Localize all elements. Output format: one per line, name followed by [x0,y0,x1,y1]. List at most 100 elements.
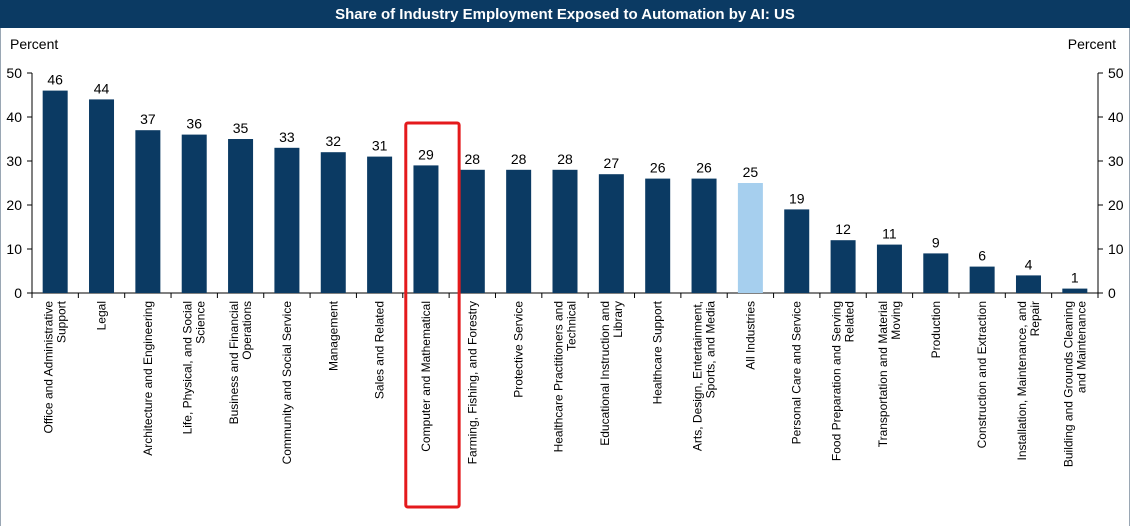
bar [181,134,207,293]
data-label: 28 [557,151,573,167]
y-tick-label-left: 10 [6,241,22,257]
category-label-line: Healthcare Practitioners and [552,301,566,452]
data-label: 36 [186,116,202,132]
category-label: Farming, Fishing, and Forestry [465,301,479,464]
data-label: 26 [696,160,712,176]
category-label: Healthcare Practitioners andTechnical [552,301,579,452]
data-label: 35 [233,120,249,136]
frame-left-border [0,28,1,526]
y-tick-label-right: 10 [1108,241,1124,257]
category-label: Arts, Design, Entertainment,Sports, and … [691,301,718,451]
category-label: Business and FinancialOperations [227,301,254,424]
category-label: Transportation and MaterialMoving [876,301,903,447]
category-label-line: All Industries [743,301,757,370]
data-label: 46 [47,72,63,88]
category-label: Management [326,300,340,371]
category-label-line: Transportation and Material [876,301,890,447]
category-label-line: Support [55,300,69,343]
category-label-line: Production [929,301,943,358]
bar [784,209,810,293]
bar [876,244,902,293]
data-label: 32 [325,133,341,149]
bar [552,169,578,293]
y-tick-label-right: 30 [1108,153,1124,169]
category-label: Community and Social Service [280,301,294,465]
chart-title: Share of Industry Employment Exposed to … [0,0,1130,28]
category-label: Office and AdministrativeSupport [42,300,69,433]
category-label-line: Arts, Design, Entertainment, [691,301,705,451]
category-label: Educational Instruction andLibrary [598,301,625,446]
bar [135,130,161,293]
category-label-line: Protective Service [512,301,526,398]
category-label-line: Computer and Mathematical [419,301,433,452]
bar [320,152,346,293]
data-label: 6 [978,248,986,264]
category-label: Personal Care and Service [790,301,804,445]
bar [42,90,68,293]
category-label-line: Legal [95,301,109,330]
category-label-line: Architecture and Engineering [141,301,155,456]
data-label: 12 [835,221,851,237]
category-label-line: Farming, Fishing, and Forestry [465,301,479,464]
category-label-line: Office and Administrative [42,301,56,434]
bar [737,183,763,293]
category-label-line: and Maintenance [1074,301,1088,393]
category-label-line: Management [326,300,340,371]
category-label-line: Personal Care and Service [790,301,804,445]
y-tick-label-left: 30 [6,153,22,169]
category-label-line: Healthcare Support [651,300,665,404]
bar [413,165,439,293]
y-tick-label-right: 40 [1108,109,1124,125]
y-tick-label-left: 40 [6,109,22,125]
category-label: Production [929,301,943,358]
bar [830,240,856,293]
bar [367,156,393,293]
category-label: Healthcare Support [651,300,665,404]
y-tick-label-left: 50 [6,65,22,81]
category-label-line: Moving [889,301,903,340]
data-label: 29 [418,146,434,162]
bar [1062,288,1088,293]
category-label-line: Life, Physical, and Social [181,301,195,434]
category-label-line: Sales and Related [373,301,387,399]
data-label: 19 [789,190,805,206]
data-label: 11 [882,226,897,242]
bar [274,147,300,293]
category-label-line: Construction and Extraction [975,301,989,448]
data-label: 28 [511,151,527,167]
category-label: Architecture and Engineering [141,301,155,456]
data-label: 44 [94,80,110,96]
y-tick-label-right: 20 [1108,197,1124,213]
category-label-line: Science [194,301,208,344]
category-label: Installation, Maintenance, andRepair [1015,301,1042,460]
bar [228,139,254,293]
data-label: 27 [604,155,620,171]
bar [506,169,532,293]
y-tick-label-left: 20 [6,197,22,213]
bar [969,266,995,293]
y-tick-label-right: 0 [1108,285,1116,301]
bar-chart: 0 0 10 10 20 20 30 30 40 40 50 50 46 Office and Admin… [6,65,1124,509]
data-label: 26 [650,160,666,176]
y-tick-label-right: 50 [1108,65,1124,81]
bar [691,178,717,293]
bar [645,178,671,293]
category-label: Computer and Mathematical [419,301,433,452]
category-label: Life, Physical, and SocialScience [181,301,208,435]
data-label: 31 [372,138,388,154]
category-label-line: Technical [565,301,579,351]
data-label: 1 [1071,270,1079,286]
category-label-line: Building and Grounds Cleaning [1061,301,1075,467]
bar [459,169,485,293]
y-tick-label-left: 0 [14,285,22,301]
category-label-line: Sports, and Media [704,301,718,399]
bar [1015,275,1041,293]
category-label: Sales and Related [373,301,387,399]
category-label-line: Repair [1028,301,1042,336]
data-label: 9 [932,234,940,250]
bar [598,174,624,293]
y-axis-label-left: Percent [10,36,59,52]
category-label: Building and Grounds Cleaningand Mainten… [1061,301,1088,467]
category-label-line: Educational Instruction and [598,301,612,446]
bar [89,99,115,294]
